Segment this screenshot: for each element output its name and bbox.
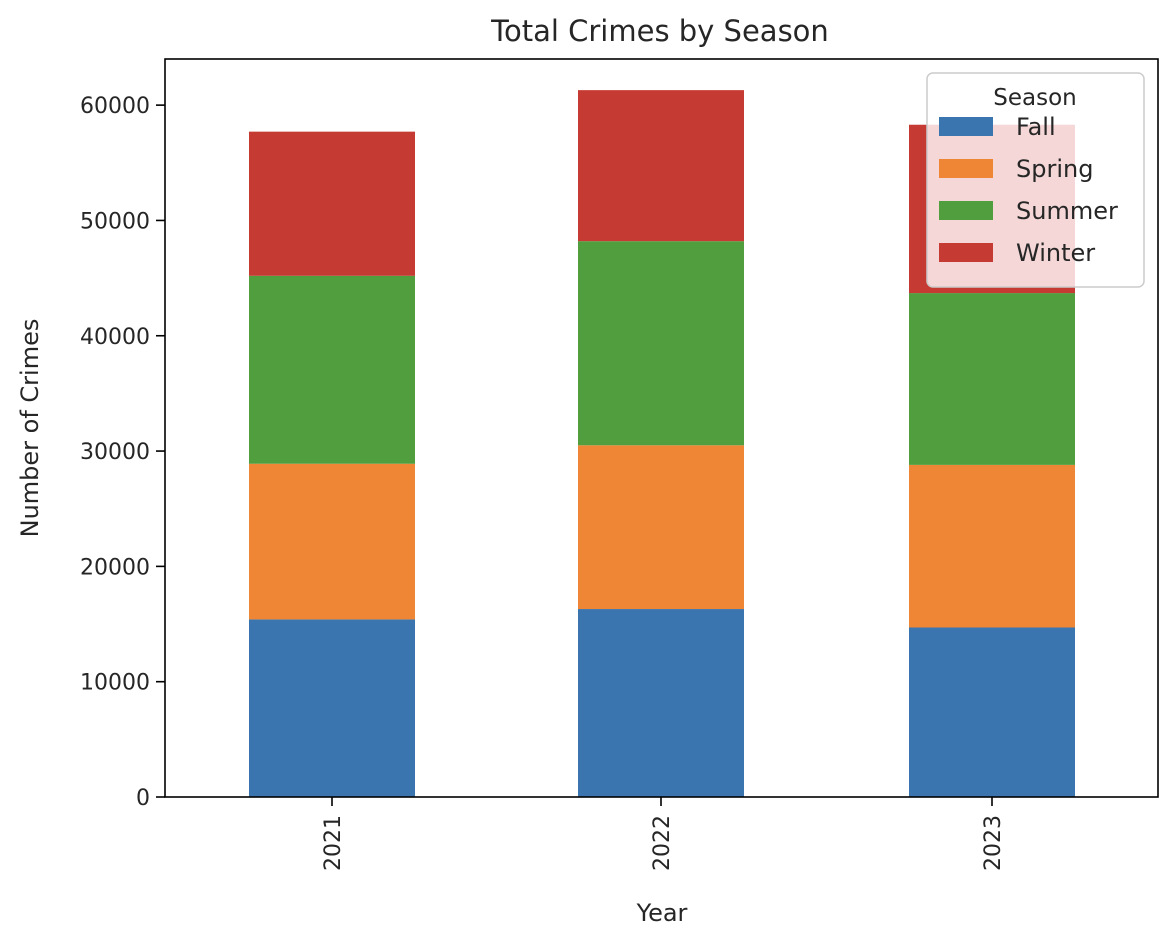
y-tick-label: 0 (136, 786, 150, 811)
bar-fall-2022 (578, 609, 744, 797)
bar-spring-2022 (578, 445, 744, 610)
y-tick-label: 20000 (80, 555, 150, 580)
bar-fall-2021 (249, 619, 415, 797)
x-tick-label: 2022 (650, 815, 675, 871)
y-tick-label: 40000 (80, 325, 150, 350)
y-tick-label: 10000 (80, 671, 150, 696)
bar-spring-2021 (249, 463, 415, 620)
x-axis-label: Year (636, 899, 688, 927)
legend-swatch-summer (939, 201, 993, 220)
bar-summer-2022 (578, 241, 744, 446)
bar-winter-2021 (249, 131, 415, 276)
y-tick-label: 30000 (80, 440, 150, 465)
legend-title: Season (993, 85, 1076, 111)
legend-swatch-fall (939, 117, 993, 136)
legend-entries: Fall Spring Summer Winter (939, 113, 1118, 267)
bar-spring-2023 (909, 464, 1075, 628)
y-axis-ticks: 0 10000 20000 30000 40000 50000 60000 (80, 94, 165, 811)
x-tick-label: 2021 (321, 815, 346, 871)
legend-label-summer: Summer (1016, 197, 1118, 225)
x-axis-ticks: 2021 2022 2023 (321, 797, 1006, 871)
legend-swatch-spring (939, 159, 993, 178)
bar-summer-2023 (909, 293, 1075, 465)
bar-summer-2021 (249, 275, 415, 464)
bars-layer (249, 90, 1075, 797)
y-tick-label: 60000 (80, 94, 150, 119)
legend-label-fall: Fall (1016, 113, 1056, 141)
x-tick-label: 2023 (981, 815, 1006, 871)
legend: Season Fall Spring Summer Winter (926, 72, 1145, 288)
bar-winter-2022 (578, 90, 744, 242)
chart-title: Total Crimes by Season (490, 14, 829, 48)
y-tick-label: 50000 (80, 209, 150, 234)
plot-frame (164, 58, 1159, 798)
legend-swatch-winter (939, 243, 993, 262)
bar-fall-2023 (909, 627, 1075, 797)
legend-label-spring: Spring (1016, 155, 1093, 183)
legend-label-winter: Winter (1016, 239, 1095, 267)
y-axis-label: Number of Crimes (16, 319, 44, 538)
